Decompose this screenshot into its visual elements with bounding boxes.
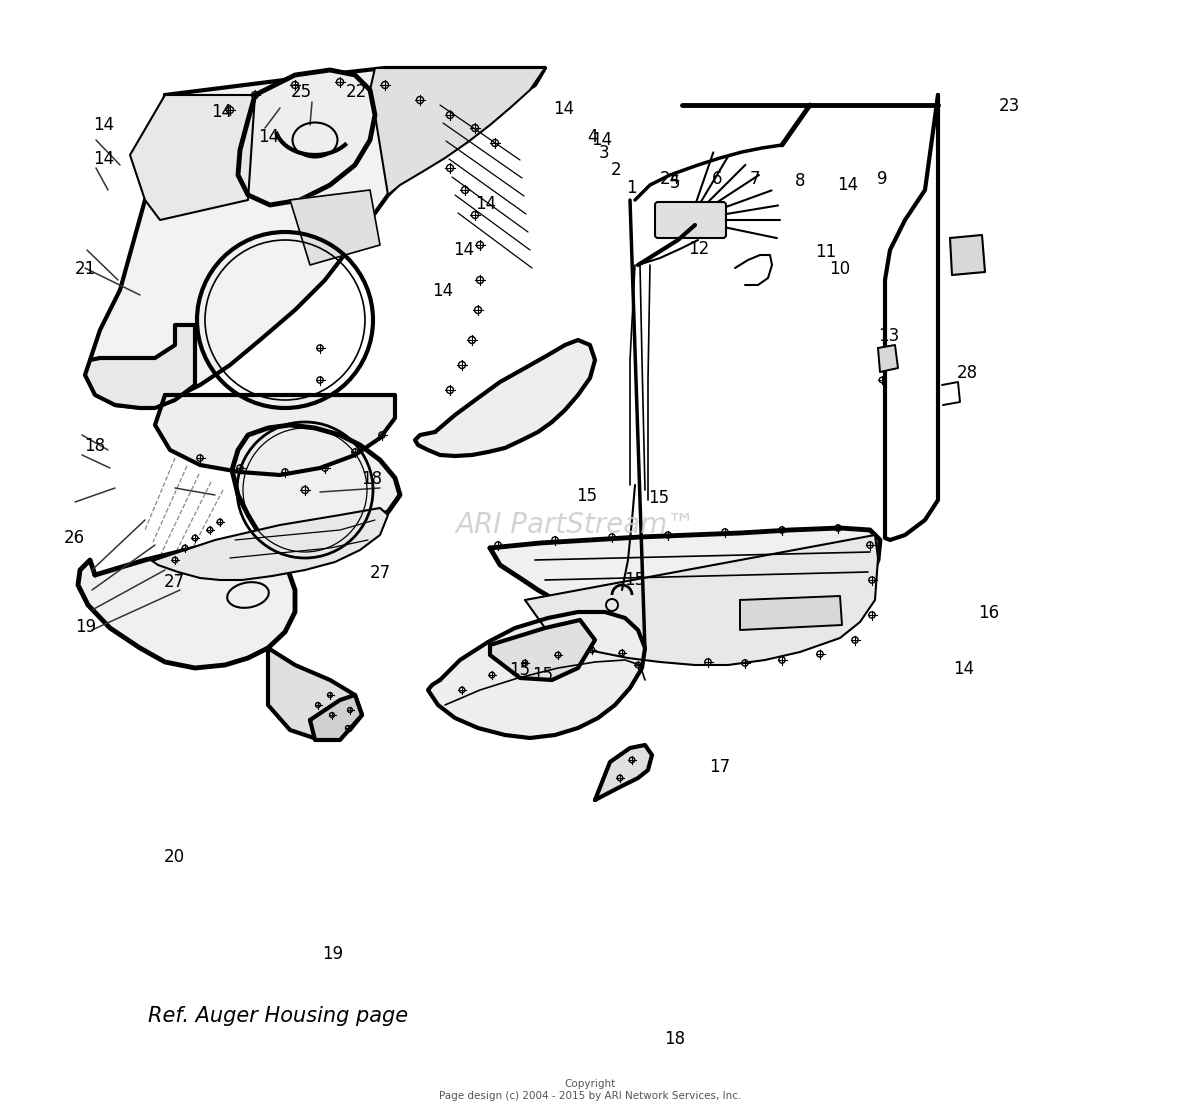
Text: 15: 15 (624, 571, 645, 589)
Text: 12: 12 (688, 240, 709, 258)
Text: 14: 14 (553, 100, 575, 118)
Text: 21: 21 (74, 260, 96, 278)
Text: 26: 26 (64, 529, 85, 547)
Text: 27: 27 (369, 564, 391, 582)
Polygon shape (148, 508, 388, 580)
Text: 14: 14 (953, 660, 975, 678)
Text: 17: 17 (709, 758, 730, 776)
Text: 14: 14 (453, 241, 474, 259)
Text: 14: 14 (591, 131, 612, 149)
Text: 14: 14 (93, 116, 114, 134)
Polygon shape (525, 535, 878, 665)
Polygon shape (950, 235, 985, 276)
Text: 8: 8 (795, 172, 805, 190)
Polygon shape (238, 71, 375, 205)
Text: 14: 14 (432, 282, 453, 300)
Polygon shape (290, 190, 380, 265)
Text: 28: 28 (957, 364, 978, 382)
Text: ARI PartStream™: ARI PartStream™ (455, 511, 695, 539)
Polygon shape (268, 648, 362, 740)
Text: 22: 22 (346, 83, 367, 101)
Text: 24: 24 (660, 170, 681, 188)
Polygon shape (78, 424, 400, 668)
Polygon shape (85, 325, 195, 408)
Text: 14: 14 (258, 128, 280, 146)
Polygon shape (371, 68, 545, 195)
FancyBboxPatch shape (655, 202, 726, 239)
Text: Copyright
Page design (c) 2004 - 2015 by ARI Network Services, Inc.: Copyright Page design (c) 2004 - 2015 by… (439, 1080, 741, 1101)
Polygon shape (310, 696, 362, 740)
Text: 16: 16 (978, 604, 999, 622)
Text: 15: 15 (509, 661, 530, 679)
Text: 18: 18 (664, 1030, 686, 1048)
Text: 19: 19 (76, 618, 97, 636)
Text: 25: 25 (290, 83, 312, 101)
Text: 9: 9 (878, 170, 887, 188)
Text: 19: 19 (322, 945, 343, 963)
Text: 18: 18 (84, 437, 105, 455)
Polygon shape (415, 340, 595, 456)
Polygon shape (90, 68, 545, 408)
Text: 1: 1 (625, 179, 637, 197)
Text: 3: 3 (598, 144, 610, 162)
Text: 13: 13 (878, 327, 899, 345)
Text: 15: 15 (576, 487, 597, 505)
Polygon shape (155, 395, 395, 475)
Text: 6: 6 (713, 170, 722, 188)
Text: 2: 2 (610, 161, 622, 179)
Text: 18: 18 (361, 470, 382, 488)
Text: Ref. Auger Housing page: Ref. Auger Housing page (148, 1006, 407, 1026)
Text: 23: 23 (998, 97, 1020, 115)
Polygon shape (878, 345, 898, 372)
Text: 7: 7 (750, 170, 760, 188)
Text: 5: 5 (670, 174, 680, 192)
Text: 14: 14 (837, 176, 858, 194)
Text: 15: 15 (532, 666, 553, 684)
Polygon shape (490, 620, 595, 680)
Text: 4: 4 (588, 128, 597, 146)
Text: 11: 11 (815, 243, 837, 261)
Text: 14: 14 (476, 195, 497, 213)
Text: 15: 15 (648, 489, 669, 507)
Text: 14: 14 (211, 103, 232, 121)
Polygon shape (130, 95, 255, 220)
Polygon shape (740, 596, 843, 631)
Polygon shape (490, 528, 880, 635)
Text: 14: 14 (93, 150, 114, 168)
Polygon shape (595, 745, 653, 800)
Text: 27: 27 (164, 573, 185, 591)
Text: 10: 10 (830, 260, 851, 278)
Text: 20: 20 (164, 848, 185, 866)
Polygon shape (428, 612, 645, 738)
